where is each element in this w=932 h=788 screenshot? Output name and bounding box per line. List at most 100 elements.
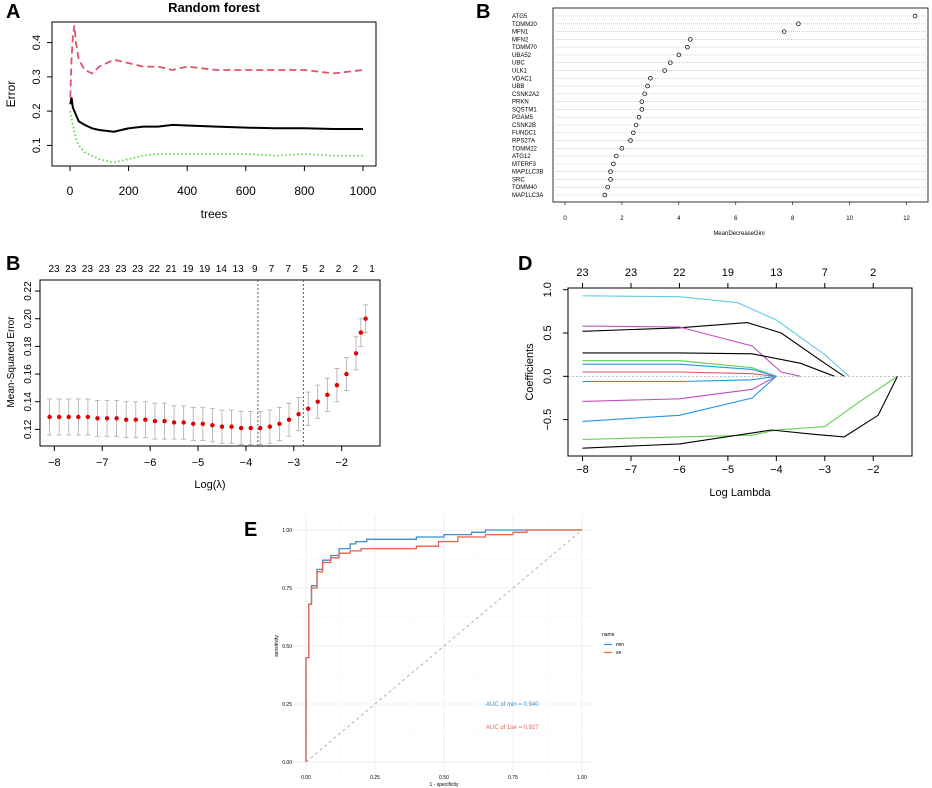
chart-d-ytick-label: −0.5	[542, 409, 554, 431]
chart-d-path-6	[582, 363, 777, 377]
chart-a-xtick-label: 1000	[350, 184, 377, 198]
chart-b-point	[605, 184, 610, 190]
chart-b-category-label: ATG12	[512, 154, 531, 160]
chart-b-point	[781, 29, 787, 34]
chart-d-path-1	[582, 295, 850, 377]
chart-b-point	[648, 76, 653, 81]
chart-d-xlabel: Log Lambda	[709, 487, 771, 499]
chart-e-ytick-label: 1.00	[282, 528, 292, 534]
chart-c-xtick-label: −6	[144, 457, 157, 469]
chart-d-xtick-label: −7	[625, 464, 638, 476]
chart-b-point	[796, 21, 801, 27]
chart-a-ytick-label: 0.2	[31, 103, 43, 118]
chart-c-point	[296, 411, 301, 417]
chart-c-top-label: 9	[252, 264, 258, 275]
chart-c-point	[181, 420, 186, 425]
chart-c-point	[358, 330, 364, 335]
chart-c-point	[123, 417, 129, 422]
chart-c-point	[85, 414, 91, 420]
chart-b-category-label: SRC	[512, 177, 525, 183]
chart-b-category-label: PGAM5	[512, 115, 534, 121]
chart-b-category-label: CSNK2A2	[512, 92, 540, 98]
chart-a-frame	[51, 21, 377, 167]
chart-c-top-label: 22	[149, 264, 161, 275]
chart-a-title: Random forest	[168, 0, 260, 15]
chart-e-roc-se	[305, 529, 582, 762]
chart-c-point	[267, 424, 273, 429]
panel-letter-a: A	[6, 1, 20, 23]
chart-d-xtick-label: −8	[576, 464, 589, 476]
chart-b-xtick-label: 0	[563, 216, 567, 222]
chart-c-top-label: 19	[182, 264, 194, 275]
chart-b-point	[608, 169, 613, 174]
chart-e-xtick-label: 0.50	[439, 775, 449, 781]
chart-b-point	[912, 13, 918, 19]
chart-d-xtick-label: −4	[770, 464, 783, 476]
chart-c-ytick-label: 0.12	[23, 419, 34, 439]
chart-b-point	[608, 177, 613, 182]
panel-letter-b2: B	[6, 253, 20, 275]
chart-c-point	[305, 406, 311, 411]
chart-c-point	[248, 425, 253, 431]
chart-c-point	[334, 382, 340, 388]
chart-b-category-label: UBA52	[512, 53, 532, 59]
chart-a-ytick-label: 0.1	[31, 138, 43, 153]
chart-c-xtick-label: −2	[335, 457, 348, 469]
chart-c-point	[114, 416, 119, 421]
chart-b-point	[668, 60, 673, 65]
chart-d-path-5	[582, 360, 777, 377]
chart-d-xtick-label: −6	[673, 464, 686, 476]
chart-c-xtick-label: −4	[240, 457, 253, 469]
chart-b-category-label: MTERF3	[512, 162, 537, 168]
chart-e-legend-label: se	[616, 650, 622, 656]
chart-c-top-label: 13	[233, 264, 245, 275]
chart-d-top-label: 2	[870, 267, 876, 279]
chart-b-point	[687, 37, 693, 42]
chart-b-xlabel: MeanDecreaseGini	[713, 231, 764, 237]
chart-d-path-7	[582, 371, 777, 377]
chart-e-ytick-label: 0.25	[282, 702, 292, 708]
chart-b-point	[619, 146, 625, 151]
chart-b-category-label: MFN2	[512, 37, 529, 43]
chart-c-xtick-label: −5	[192, 457, 205, 469]
chart-c-top-label: 23	[99, 264, 111, 275]
chart-b-point	[631, 130, 636, 135]
chart-d-path-10	[582, 375, 777, 422]
chart-e-ytick-label: 0.00	[282, 760, 292, 766]
chart-b-category-label: TOMM20	[512, 22, 538, 28]
chart-c-top-label: 21	[166, 264, 178, 275]
chart-c-point	[104, 416, 110, 421]
chart-d-ytick-label: 0.5	[542, 325, 554, 340]
chart-b-category-label: MFN1	[512, 30, 529, 36]
chart-d-path-9	[582, 375, 777, 402]
chart-c-top-label: 19	[199, 264, 211, 275]
chart-b-category-label: ULK1	[512, 68, 528, 74]
chart-e-ytick-label: 0.50	[282, 644, 292, 650]
chart-e-ytick-label: 0.75	[282, 586, 292, 592]
chart-a-xtick-label: 200	[119, 184, 139, 198]
chart-e-legend-label: min	[616, 642, 624, 648]
chart-c-top-label: 23	[132, 264, 144, 275]
chart-d-path-2	[582, 322, 845, 377]
chart-a-xtick-label: 0	[67, 184, 74, 198]
chart-c-point	[344, 371, 349, 377]
chart-a-ytick-label: 0.3	[31, 69, 43, 84]
chart-c-point	[191, 421, 196, 427]
chart-c-top-label: 2	[336, 264, 342, 275]
chart-b-xtick-label: 12	[903, 216, 910, 222]
chart-c-ytick-label: 0.18	[23, 336, 34, 356]
chart-a-series-1	[69, 97, 363, 133]
chart-c-top-label: 23	[65, 264, 77, 275]
chart-b-point	[639, 99, 645, 104]
chart-e-xtick-label: 0.00	[301, 775, 311, 781]
chart-b-frame	[552, 7, 929, 203]
chart-e-ylabel: sensitivity	[274, 635, 280, 657]
chart-b-xtick-label: 8	[791, 216, 795, 222]
chart-c-point	[66, 414, 71, 420]
chart-d-ytick-label: 0.0	[542, 369, 554, 384]
chart-c-point	[76, 414, 81, 420]
chart-b-point	[639, 107, 645, 112]
chart-b-point	[662, 68, 667, 73]
chart-c-point	[56, 414, 62, 420]
chart-d-top-label: 7	[822, 267, 828, 279]
